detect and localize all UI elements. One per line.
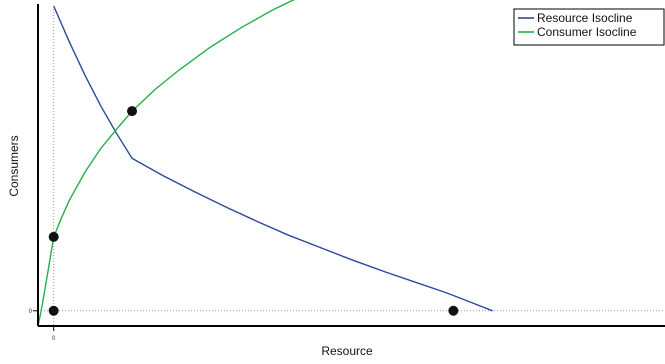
y-axis-title: Consumers	[7, 135, 21, 196]
points-layer	[48, 106, 459, 316]
data-point	[48, 231, 59, 242]
x-axis-title: Resource	[321, 344, 373, 358]
data-point	[127, 106, 138, 117]
legend-box	[513, 8, 665, 46]
ticks: 00	[29, 309, 56, 342]
reference-lines	[38, 6, 665, 326]
data-point	[48, 305, 59, 316]
series-line-consumer-isocline	[37, 0, 295, 327]
x-tick-label: 0	[52, 336, 56, 342]
legend-label: Consumer Isocline	[537, 25, 637, 39]
series-line-resource-isocline	[53, 5, 493, 312]
data-point	[448, 305, 459, 316]
axes	[37, 4, 665, 327]
legend-label: Resource Isocline	[537, 11, 633, 25]
series-layer	[37, 0, 493, 327]
y-tick-label: 0	[29, 309, 33, 315]
